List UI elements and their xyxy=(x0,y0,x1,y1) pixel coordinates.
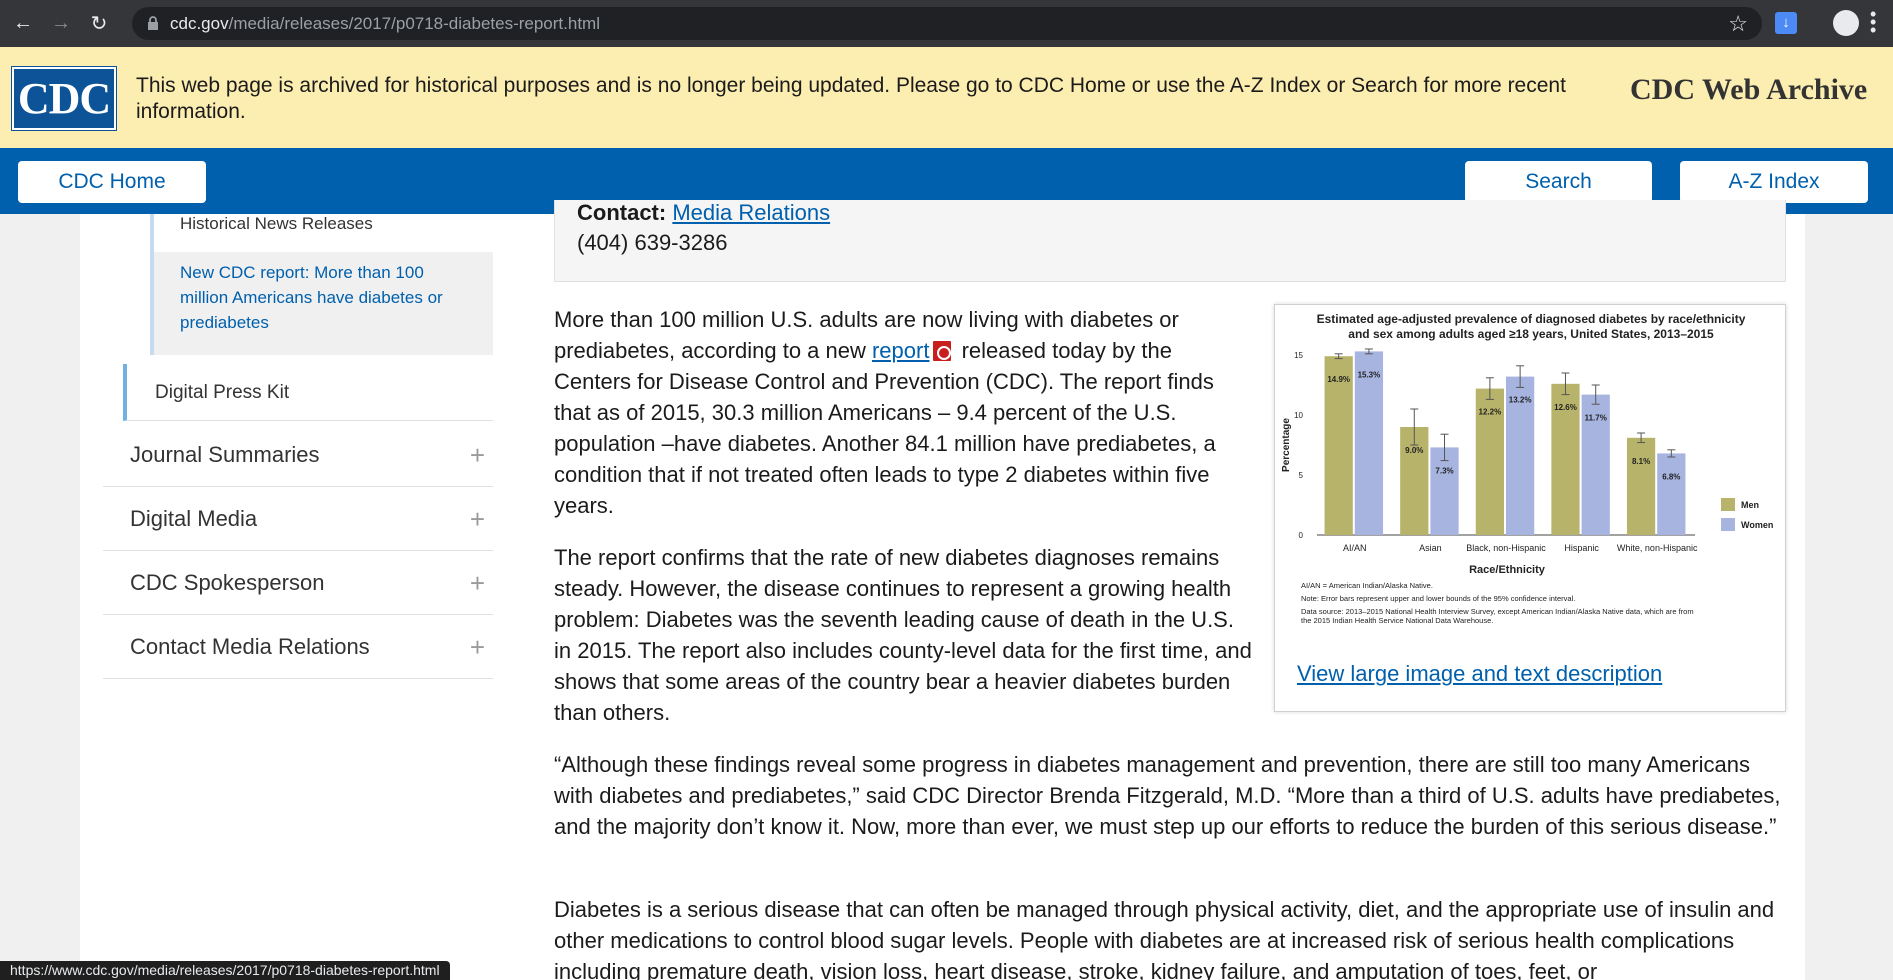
sidebar-item-digital-media[interactable]: Digital Media + xyxy=(103,487,493,551)
figure-note-2: Note: Error bars represent upper and low… xyxy=(1301,594,1575,603)
article-paragraph-4: Diabetes is a serious disease that can o… xyxy=(554,897,1775,980)
bar-data-label: 8.1% xyxy=(1632,457,1650,466)
az-index-button[interactable]: A-Z Index xyxy=(1680,161,1868,203)
contact-box: Contact: Media Relations (404) 639-3286 xyxy=(554,200,1786,282)
y-tick-label: 0 xyxy=(1299,531,1304,540)
expand-plus-icon[interactable]: + xyxy=(469,568,485,598)
url-text: cdc.gov/media/releases/2017/p0718-diabet… xyxy=(170,13,600,33)
legend-label-men: Men xyxy=(1741,500,1759,510)
address-bar[interactable]: cdc.gov/media/releases/2017/p0718-diabet… xyxy=(132,7,1762,40)
sidebar-item-cdc-spokesperson[interactable]: CDC Spokesperson + xyxy=(103,551,493,615)
archive-title: CDC Web Archive xyxy=(1630,73,1868,106)
bar-data-label: 15.3% xyxy=(1358,370,1381,379)
bar-women xyxy=(1506,376,1535,535)
article-paragraph-3: “Although these findings reveal some pro… xyxy=(554,752,1781,839)
x-tick-label: White, non-Hispanic xyxy=(1617,543,1698,553)
bookmark-star-icon[interactable]: ☆ xyxy=(1728,11,1748,36)
bar-men xyxy=(1551,383,1580,535)
sidebar-item-label: Contact Media Relations xyxy=(130,634,370,659)
article-paragraph-1: More than 100 million U.S. adults are no… xyxy=(554,304,1254,521)
figure-note-3: Data source: 2013–2015 National Health I… xyxy=(1301,607,1694,616)
lock-icon xyxy=(142,16,164,31)
view-large-image-link[interactable]: View large image and text description xyxy=(1297,661,1663,686)
contact-line: Contact: Media Relations xyxy=(577,200,830,226)
archive-message: This web page is archived for historical… xyxy=(136,74,1566,123)
bar-data-label: 11.7% xyxy=(1585,414,1607,423)
chart-title-line-2: and sex among adults aged ≥18 years, Uni… xyxy=(1348,327,1714,341)
figure-note-4: the 2015 Indian Health Service National … xyxy=(1301,616,1493,625)
y-axis-label: Percentage xyxy=(1281,418,1292,472)
expand-plus-icon[interactable]: + xyxy=(469,632,485,662)
bar-women xyxy=(1657,453,1686,535)
x-tick-label: Hispanic xyxy=(1564,543,1599,553)
bar-men xyxy=(1324,356,1353,535)
bar-data-label: 14.9% xyxy=(1327,375,1350,384)
expand-plus-icon[interactable]: + xyxy=(469,440,485,470)
bar-women xyxy=(1354,351,1384,535)
cdc-home-button[interactable]: CDC Home xyxy=(18,161,206,203)
x-tick-label: Black, non-Hispanic xyxy=(1466,543,1546,553)
archive-banner: CDC This web page is archived for histor… xyxy=(0,47,1893,148)
sidebar-item-label: Journal Summaries xyxy=(130,442,320,467)
figure-card: Estimated age-adjusted prevalence of dia… xyxy=(1274,304,1786,712)
bar-women xyxy=(1430,447,1459,535)
bar-data-label: 6.8% xyxy=(1662,472,1680,481)
bar-data-label: 9.0% xyxy=(1405,446,1423,455)
expand-plus-icon[interactable]: + xyxy=(469,504,485,534)
sidebar-item-current-release[interactable]: New CDC report: More than 100 million Am… xyxy=(150,252,493,355)
cdc-logo[interactable]: CDC xyxy=(11,66,117,131)
download-icon[interactable]: ↓ xyxy=(1775,12,1797,34)
bar-data-label: 13.2% xyxy=(1509,396,1532,405)
legend-swatch-women xyxy=(1721,518,1735,531)
contact-phone: (404) 639-3286 xyxy=(577,230,728,255)
sidebar-item-contact-media-relations[interactable]: Contact Media Relations + xyxy=(103,615,493,679)
legend-label-women: Women xyxy=(1741,520,1773,530)
forward-icon[interactable]: → xyxy=(51,12,71,34)
paragraph-text: released today by the Centers for Diseas… xyxy=(554,338,1216,518)
media-relations-link[interactable]: Media Relations xyxy=(672,200,831,225)
contact-label: Contact: xyxy=(577,200,667,225)
report-link[interactable]: report xyxy=(871,338,930,363)
bar-men xyxy=(1475,388,1504,535)
browser-toolbar: ← → ↻ cdc.gov/media/releases/2017/p0718-… xyxy=(0,0,1893,47)
paragraph-text: More than 100 million U.S. adults are no… xyxy=(554,307,1179,363)
diabetes-prevalence-chart[interactable]: Estimated age-adjusted prevalence of dia… xyxy=(1275,305,1787,650)
sidebar-item-label: CDC Spokesperson xyxy=(130,570,325,595)
article-paragraph-2: The report confirms that the rate of new… xyxy=(554,545,1252,725)
y-tick-label: 10 xyxy=(1294,411,1303,420)
pdf-icon xyxy=(933,341,952,361)
x-tick-label: AI/AN xyxy=(1343,543,1367,553)
bar-data-label: 12.6% xyxy=(1554,403,1577,412)
profile-avatar-icon[interactable] xyxy=(1833,10,1859,36)
x-tick-label: Asian xyxy=(1419,543,1442,553)
legend-swatch-men xyxy=(1721,498,1735,511)
kebab-menu-icon[interactable]: • • • xyxy=(1870,4,1877,40)
chart-title-line-1: Estimated age-adjusted prevalence of dia… xyxy=(1317,312,1746,326)
sidebar-item-journal-summaries[interactable]: Journal Summaries + xyxy=(103,423,493,487)
archive-nav-bar: CDC Home Search A-Z Index xyxy=(0,148,1893,214)
figure-note-1: AI/AN = American Indian/Alaska Native. xyxy=(1301,581,1433,590)
x-axis-label: Race/Ethnicity xyxy=(1469,564,1546,576)
status-bar-url: https://www.cdc.gov/media/releases/2017/… xyxy=(0,961,450,980)
bar-women xyxy=(1581,394,1610,535)
bar-data-label: 12.2% xyxy=(1479,408,1502,417)
bar-men xyxy=(1626,437,1656,535)
sidebar-item-label: Digital Media xyxy=(130,506,258,531)
sidebar-item-historical-news[interactable]: Historical News Releases xyxy=(150,214,493,252)
bar-data-label: 7.3% xyxy=(1435,466,1453,475)
reload-icon[interactable]: ↻ xyxy=(90,13,108,35)
sidebar-item-digital-press-kit[interactable]: Digital Press Kit xyxy=(123,364,493,421)
y-tick-label: 15 xyxy=(1294,351,1303,360)
back-icon[interactable]: ← xyxy=(13,12,33,34)
search-button[interactable]: Search xyxy=(1465,161,1652,203)
y-tick-label: 5 xyxy=(1299,471,1304,480)
